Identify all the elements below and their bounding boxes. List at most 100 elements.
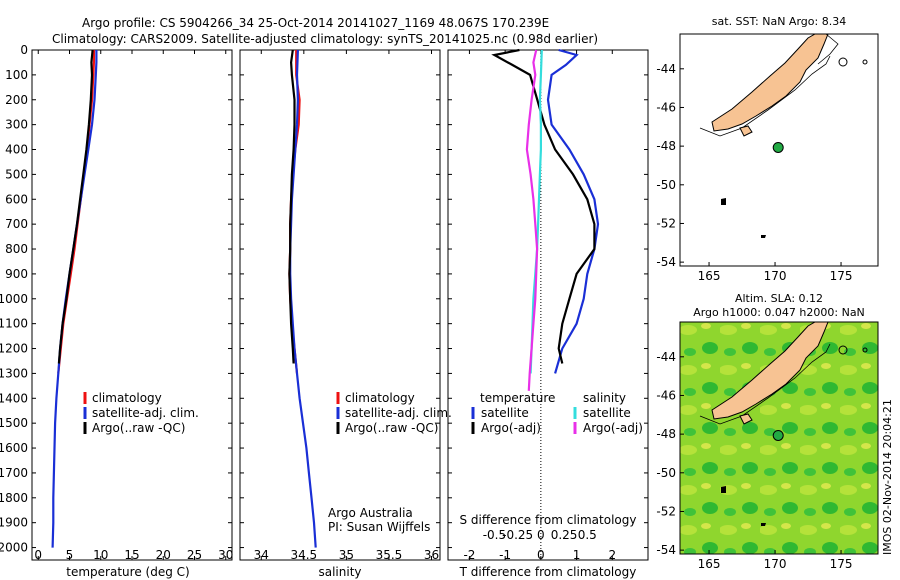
sst-map-title: sat. SST: NaN Argo: 8.34	[712, 15, 846, 28]
series-line-t-argo-adj-	[491, 48, 596, 364]
legend-s-satellite: satellite	[583, 406, 631, 420]
series-line-climatology	[57, 50, 96, 374]
depth-tick-label: 200	[5, 93, 28, 107]
argo-float-marker	[772, 429, 784, 441]
temperature-tick-label: 10	[93, 548, 108, 562]
difference-x-ticks: -2 -1 0 1 2	[463, 50, 616, 562]
salinity-series	[288, 49, 317, 548]
map-y-tick-label: -54	[656, 255, 676, 269]
legend-climatology: climatology	[345, 391, 415, 405]
difference-tick-label: 1	[573, 548, 581, 562]
depth-tick-label: 2000	[0, 541, 28, 555]
depth-tick-label: 1000	[0, 292, 28, 306]
sla-map-ticks: 165 170 175 -44 -46 -48 -50 -52 -54	[656, 350, 852, 571]
map-x-tick-label: 170	[764, 269, 787, 283]
depth-axis: 0 100 200 300 400 500 600 700 800 900 1000 1100 1200…	[0, 43, 648, 555]
salinity-x-ticks: 34 34.5 35 35.5 36	[254, 50, 439, 562]
map-x-tick-label: 165	[698, 557, 721, 571]
temperature-x-ticks: 0 5 10 15 20 25 30	[34, 50, 233, 562]
difference-legend: temperature satellite Argo(-adj) salinit…	[471, 391, 643, 435]
depth-tick-label: 100	[5, 68, 28, 82]
s-difference-tick-label: 0.5	[578, 528, 597, 542]
legend-t-satellite: satellite	[481, 406, 529, 420]
map-y-tick-label: -46	[656, 388, 676, 402]
map-y-tick-label: -54	[656, 543, 676, 557]
chatham-islands	[838, 345, 848, 355]
legend-salinity-title: salinity	[583, 391, 626, 405]
salinity-panel-frame	[239, 49, 441, 561]
s-difference-tick-label: -0.5	[483, 528, 506, 542]
sla-map-title-2: Argo h1000: 0.047 h2000: NaN	[693, 306, 865, 319]
depth-tick-label: 600	[5, 192, 28, 206]
sst-map	[679, 33, 879, 267]
depth-tick-label: 1900	[0, 516, 28, 530]
sla-map	[679, 321, 879, 555]
temperature-legend: climatology satellite-adj. clim. Argo(..…	[83, 391, 199, 435]
imos-timestamp: IMOS 02-Nov-2014 20:04:21	[881, 399, 894, 555]
stewart-island	[739, 125, 753, 137]
credit-pi: PI: Susan Wijffels	[328, 520, 430, 534]
s-difference-tick-label: -0.25	[502, 528, 533, 542]
bounty-islands	[862, 59, 868, 65]
shelf-contour	[699, 55, 831, 137]
legend-argo: Argo(..raw -QC)	[345, 421, 438, 435]
series-line-argo-raw-qc-	[288, 49, 296, 364]
legend-satellite: satellite-adj. clim.	[345, 406, 452, 420]
map-x-tick-label: 175	[830, 269, 853, 283]
map-y-tick-label: -44	[656, 62, 676, 76]
temperature-x-label: temperature (deg C)	[66, 565, 189, 579]
depth-tick-label: 1300	[0, 366, 28, 380]
legend-satellite: satellite-adj. clim.	[92, 406, 199, 420]
temperature-tick-label: 30	[218, 548, 233, 562]
depth-tick-label: 1100	[0, 317, 28, 331]
chatham-islands	[838, 57, 848, 67]
depth-tick-label: 1500	[0, 416, 28, 430]
legend-t-argo: Argo(-adj)	[481, 421, 541, 435]
map-y-tick-label: -50	[656, 178, 676, 192]
series-line-s-argo-adj-	[525, 49, 539, 391]
temperature-tick-label: 0	[34, 548, 42, 562]
legend-s-argo: Argo(-adj)	[583, 421, 643, 435]
temperature-tick-label: 5	[66, 548, 74, 562]
map-y-tick-label: -48	[656, 139, 676, 153]
depth-tick-label: 1700	[0, 466, 28, 480]
sla-map-title-1: Altim. SLA: 0.12	[735, 292, 823, 305]
depth-tick-label: 1200	[0, 342, 28, 356]
credit-org: Argo Australia	[328, 506, 413, 520]
salinity-tick-label: 36	[424, 548, 439, 562]
temperature-tick-label: 15	[124, 548, 139, 562]
difference-series	[491, 48, 600, 391]
temperature-tick-label: 25	[187, 548, 202, 562]
temperature-tick-label: 20	[156, 548, 171, 562]
map-y-tick-label: -50	[656, 466, 676, 480]
map-y-tick-label: -48	[656, 427, 676, 441]
salinity-difference-ticks: -0.5-0.25 0 0.25 0.5	[483, 528, 597, 542]
sst-map-ticks: 165 170 175 -44 -46 -48 -50 -52 -54	[656, 62, 852, 283]
salinity-tick-label: 34.5	[290, 548, 317, 562]
map-y-tick-label: -44	[656, 350, 676, 364]
depth-tick-label: 800	[5, 242, 28, 256]
title-line-2: Climatology: CARS2009. Satellite-adjuste…	[52, 32, 598, 46]
depth-tick-label: 900	[5, 267, 28, 281]
south-island-land	[711, 321, 829, 420]
depth-tick-label: 500	[5, 167, 28, 181]
stewart-island	[739, 413, 753, 425]
shelf-contour	[699, 343, 831, 425]
difference-tick-label: -2	[463, 548, 475, 562]
s-difference-label: S difference from climatology	[460, 513, 637, 527]
salinity-x-label: salinity	[318, 565, 361, 579]
depth-tick-label: 1800	[0, 491, 28, 505]
map-x-tick-label: 170	[764, 557, 787, 571]
difference-tick-label: 2	[608, 548, 616, 562]
s-difference-tick-label: 0	[537, 528, 545, 542]
chatham-rise-contour	[817, 33, 839, 65]
map-y-tick-label: -46	[656, 100, 676, 114]
south-island-land	[711, 33, 829, 132]
title-line-1: Argo profile: CS 5904266_34 25-Oct-2014 …	[82, 16, 549, 30]
auckland-islands	[721, 198, 726, 205]
series-line-t-satellite	[546, 48, 600, 374]
map-x-tick-label: 165	[698, 269, 721, 283]
auckland-islands	[721, 486, 726, 493]
difference-x-label: T difference from climatology	[459, 565, 637, 579]
